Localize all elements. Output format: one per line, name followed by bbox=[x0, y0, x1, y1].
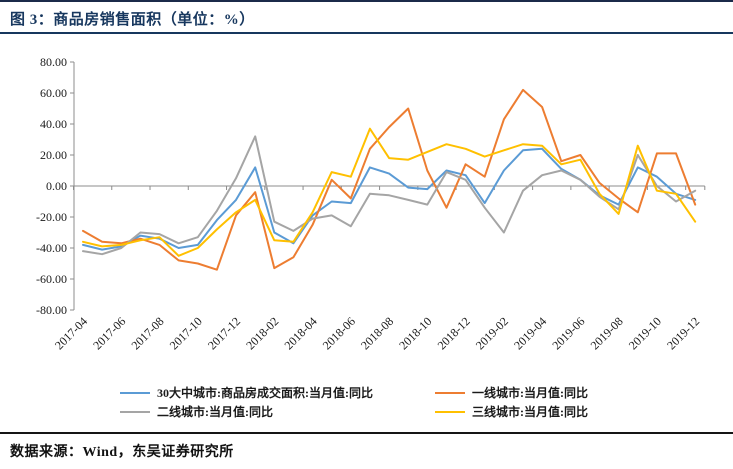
x-axis-label: 2018-02 bbox=[243, 314, 281, 352]
chart-canvas: 80.00 60.00 40.00 20.00 0.00 -20.00 -40.00 -60.… bbox=[36, 55, 706, 352]
legend-swatch bbox=[120, 391, 150, 394]
x-axis-label: 2019-04 bbox=[511, 314, 549, 352]
x-axis-label: 2017-10 bbox=[167, 314, 205, 352]
top-border-line bbox=[0, 0, 733, 2]
x-axis-label: 2018-04 bbox=[281, 314, 319, 352]
chart-legend: 30大中城市:商品房成交面积:当月值:同比 一线城市:当月值:同比二线城市:当月值… bbox=[0, 384, 733, 424]
x-axis-label: 2017-08 bbox=[128, 314, 166, 352]
y-axis-label: 80.00 bbox=[40, 55, 67, 69]
y-axis-label: -40.00 bbox=[36, 241, 67, 255]
x-axis-label: 2018-08 bbox=[358, 314, 396, 352]
series-line bbox=[82, 135, 697, 256]
x-axis-label: 2019-10 bbox=[626, 314, 664, 352]
y-axis-label: 20.00 bbox=[40, 148, 67, 162]
y-axis-label: 0.00 bbox=[46, 179, 67, 193]
x-axis-label: 2017-06 bbox=[90, 314, 128, 352]
line-chart: 80.00 60.00 40.00 20.00 0.00 -20.00 -40.00 -60.… bbox=[36, 55, 706, 352]
x-axis-label: 2018-10 bbox=[396, 314, 434, 352]
legend-label: 30大中城市:商品房成交面积:当月值:同比 bbox=[157, 386, 373, 400]
legend-label: 一线城市:当月值:同比 bbox=[472, 386, 588, 400]
legend-item: 二线城市:当月值:同比 bbox=[120, 403, 273, 420]
x-axis-label: 2017-04 bbox=[52, 314, 90, 352]
legend-item: 30大中城市:商品房成交面积:当月值:同比 bbox=[120, 384, 373, 401]
y-axis-label: -80.00 bbox=[36, 303, 67, 317]
footer-divider-line bbox=[0, 432, 733, 434]
y-axis-label: -20.00 bbox=[36, 210, 67, 224]
y-axis-label: 40.00 bbox=[40, 117, 67, 131]
legend-item: 三线城市:当月值:同比 bbox=[435, 403, 588, 420]
legend-label: 二线城市:当月值:同比 bbox=[157, 405, 273, 419]
x-axis-label: 2019-02 bbox=[473, 314, 511, 352]
series-line bbox=[82, 88, 697, 271]
legend-label: 三线城市:当月值:同比 bbox=[472, 405, 588, 419]
x-axis-label: 2019-06 bbox=[549, 314, 587, 352]
x-axis-label: 2019-12 bbox=[664, 314, 702, 352]
figure-title: 图 3：商品房销售面积（单位：%） bbox=[10, 12, 255, 28]
data-source-note: 数据来源：Wind，东吴证券研究所 bbox=[10, 445, 234, 460]
x-axis-label: 2018-06 bbox=[320, 314, 358, 352]
title-divider-line bbox=[0, 32, 733, 34]
legend-swatch bbox=[120, 410, 150, 413]
legend-swatch bbox=[435, 410, 465, 413]
x-axis-label: 2017-12 bbox=[205, 314, 243, 352]
legend-item: 一线城市:当月值:同比 bbox=[435, 384, 588, 401]
x-axis-label: 2019-08 bbox=[588, 314, 626, 352]
legend-swatch bbox=[435, 391, 465, 394]
y-axis-label: 60.00 bbox=[40, 86, 67, 100]
x-axis-label: 2018-12 bbox=[435, 314, 473, 352]
y-axis-label: -60.00 bbox=[36, 272, 67, 286]
series-line bbox=[82, 127, 697, 257]
